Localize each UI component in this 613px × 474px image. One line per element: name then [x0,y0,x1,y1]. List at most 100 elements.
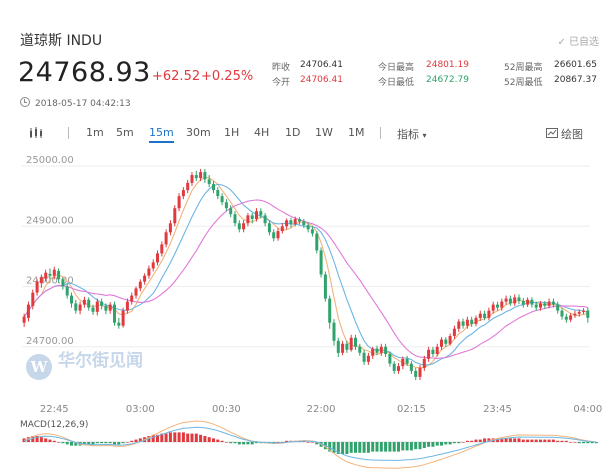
candle-body [371,348,375,356]
macd-bar [164,433,168,442]
candle [487,307,491,321]
candle [164,229,168,248]
candle [138,279,142,292]
candle-body [556,304,560,311]
candle-body [31,292,35,306]
interval-1M[interactable]: 1M [348,126,365,139]
interval-1W[interactable]: 1W [315,126,333,139]
candle-body [564,316,568,320]
candle [255,208,258,222]
candle-body [78,304,82,311]
macd-bar [168,432,172,442]
indicators-menu[interactable]: 指标 ▾ [397,126,427,142]
candle-body [452,328,456,336]
macd-bar [345,442,349,454]
macd-bar [586,442,590,444]
candle [332,319,336,346]
candle [242,220,246,233]
candle [539,301,542,311]
caret-down-icon: ▾ [422,131,427,140]
draw-button[interactable]: 绘图 [546,126,583,142]
prev-close-label: 昨收 [272,63,291,73]
macd-bar [117,442,121,445]
candle [39,274,43,288]
macd-bar [405,442,409,451]
candle [336,337,340,358]
candle [435,343,439,357]
day-low-value: 24672.79 [426,75,469,85]
candle-body [405,358,409,364]
candle [74,299,78,314]
candle [547,298,551,309]
candle [177,193,181,212]
candle-body [418,367,422,377]
macd-bar [203,436,207,442]
interval-1D[interactable]: 1D [285,126,301,139]
draw-label: 绘图 [561,128,583,141]
macd-bar [547,439,551,442]
macd-bar [444,442,448,445]
watermark: W 华尔街见闻 [26,346,143,380]
candle-body [151,262,155,269]
candle [427,346,431,362]
macd-bar [224,442,228,443]
candle [186,179,190,194]
candle-body [319,250,323,275]
macd-bar [100,442,104,444]
candle [134,286,138,299]
candle-body [427,349,431,359]
candle [216,187,220,200]
candle-body [173,208,177,224]
candle-body [246,215,250,224]
candle-body [82,299,86,305]
candle-body [164,232,168,245]
interval-1H[interactable]: 1H [224,126,240,139]
macd-bar [306,442,310,443]
macd-bar [328,442,332,452]
interval-5m[interactable]: 5m [116,126,134,139]
interval-1m[interactable]: 1m [86,126,104,139]
candle [310,226,314,237]
macd-bar [95,442,99,444]
indicators-label: 指标 [397,128,419,141]
candle-body [156,253,159,263]
candle [392,361,396,374]
candle-body [87,299,91,308]
candle-body [207,179,211,185]
macd-bar [220,440,224,442]
ma-mid-line [23,183,588,366]
macd-bar [573,442,577,443]
candle [298,217,301,225]
candle [22,313,26,327]
macd-bar [470,440,474,442]
candle-body [465,319,469,326]
watermark-text: 华尔街见闻 [58,351,143,371]
candlestick-type-icon[interactable] [29,127,43,139]
macd-bar [160,433,164,442]
macd-bar [366,442,370,453]
candle-body [431,349,435,354]
candle-body [91,307,95,312]
macd-bar [534,439,538,442]
ma-short-line [23,176,588,369]
candle-body [100,301,104,306]
interval-4H[interactable]: 4H [254,126,270,139]
candle [78,301,82,315]
candle-body [517,297,521,301]
macd-bar [315,442,319,445]
watchlist-toggle[interactable]: ✓ 已自选 [557,37,599,48]
interval-30m[interactable]: 30m [186,126,211,139]
candle-body [508,298,512,304]
macd-bar [336,442,340,454]
candle [474,315,478,327]
candle-body [70,295,73,304]
candle-body [358,346,362,353]
candle-body [551,301,555,305]
candle [405,355,409,367]
candle [212,181,215,194]
candle-body [341,343,345,353]
interval-15m[interactable]: 15m [149,126,174,143]
candle-body [354,337,357,347]
candle-body [440,339,443,347]
